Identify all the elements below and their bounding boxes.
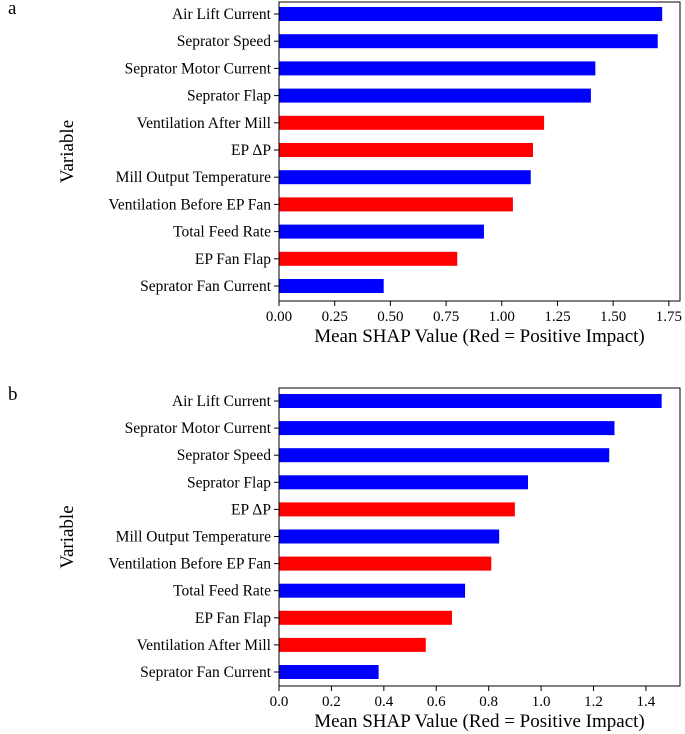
category-label: Mill Output Temperature (116, 169, 271, 186)
bar (279, 610, 452, 625)
category-label: Mill Output Temperature (116, 529, 271, 546)
bar (279, 394, 662, 408)
x-tick-label: 1.50 (600, 309, 626, 325)
bar (279, 143, 533, 157)
bar (279, 197, 513, 212)
bar (279, 170, 531, 185)
bar (279, 529, 500, 544)
y-axis-title: Variable (57, 120, 78, 183)
plot-frame (278, 387, 681, 687)
x-tick-label: 0.00 (266, 309, 292, 325)
category-label: Ventilation Before EP Fan (108, 196, 271, 213)
x-tick-label: 0.4 (374, 694, 393, 710)
bar (279, 583, 466, 598)
category-label: EP ΔP (231, 501, 271, 518)
bar (279, 7, 663, 21)
bar (279, 502, 515, 517)
bar (279, 34, 658, 49)
category-label: Seprator Speed (177, 33, 272, 50)
x-tick-label: 0.25 (322, 309, 348, 325)
x-axis-title: Mean SHAP Value (Red = Positive Impact) (314, 711, 645, 732)
bar (279, 421, 615, 436)
x-tick-label: 1.4 (637, 694, 656, 710)
x-tick-label: 0.0 (270, 694, 289, 710)
category-label: Seprator Fan Current (140, 278, 272, 295)
x-axis-title: Mean SHAP Value (Red = Positive Impact) (314, 326, 645, 347)
panel-label: a (8, 0, 17, 19)
category-label: EP Fan Flap (195, 251, 271, 268)
bar (279, 556, 492, 571)
bar (279, 115, 545, 130)
bar (279, 88, 591, 103)
category-label: Seprator Flap (187, 88, 271, 105)
category-label: EP ΔP (231, 142, 271, 159)
x-tick-label: 0.6 (427, 694, 446, 710)
category-label: Seprator Speed (177, 447, 272, 464)
y-axis-title: Variable (57, 505, 78, 568)
category-label: Seprator Fan Current (140, 664, 272, 681)
panel-label: b (8, 384, 18, 405)
category-label: Seprator Motor Current (125, 420, 272, 437)
x-tick-label: 1.00 (489, 309, 515, 325)
x-tick-label: 0.50 (377, 309, 403, 325)
x-tick-label: 1.75 (656, 309, 682, 325)
category-label: Air Lift Current (172, 6, 272, 23)
x-tick-label: 0.2 (322, 694, 341, 710)
bar (279, 279, 384, 293)
x-tick-label: 1.2 (584, 694, 603, 710)
category-label: Air Lift Current (172, 393, 272, 410)
bar (279, 665, 379, 679)
category-label: Ventilation After Mill (137, 115, 271, 132)
category-label: Seprator Flap (187, 474, 271, 491)
category-label: Total Feed Rate (173, 583, 271, 600)
bar (279, 475, 528, 490)
category-label: EP Fan Flap (195, 610, 271, 627)
plot-frame (278, 1, 681, 302)
bar (279, 448, 610, 463)
x-tick-label: 0.8 (479, 694, 498, 710)
bar (279, 637, 426, 652)
x-tick-label: 1.25 (544, 309, 570, 325)
x-tick-label: 0.75 (433, 309, 459, 325)
category-label: Ventilation After Mill (137, 637, 271, 654)
category-label: Total Feed Rate (173, 224, 271, 241)
category-label: Ventilation Before EP Fan (108, 556, 271, 573)
chart-panel-b: b Air Lift Current Seprator Motor Current S… (8, 384, 681, 732)
x-tick-label: 1.0 (532, 694, 551, 710)
category-label: Seprator Motor Current (125, 60, 272, 77)
bar (279, 251, 458, 266)
chart-panel-a: a Air Lift Current Seprator Speed Seprator … (8, 0, 682, 347)
bar (279, 224, 484, 239)
bar (279, 61, 596, 76)
